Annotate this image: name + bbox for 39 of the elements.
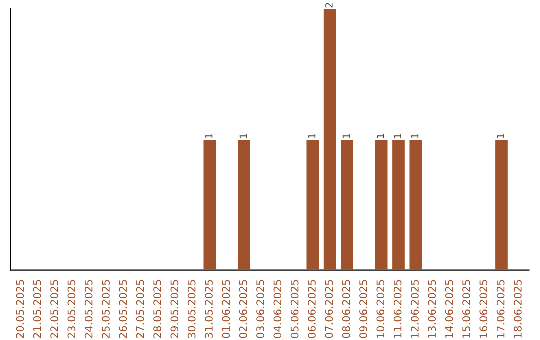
x-tick-label: 23.05.2025 <box>68 280 76 338</box>
x-tick-label: 18.06.2025 <box>514 280 522 338</box>
x-tick-label: 10.06.2025 <box>376 280 385 338</box>
x-tick-label: 12.06.2025 <box>411 280 419 338</box>
data-label: 1 <box>308 134 316 138</box>
x-tick-label: 06.06.2025 <box>308 280 316 338</box>
x-tick-label: 11.06.2025 <box>394 280 402 338</box>
data-label: 1 <box>342 134 350 138</box>
x-tick-label: 15.06.2025 <box>462 280 470 338</box>
x-tick-label: 27.05.2025 <box>136 280 144 338</box>
x-tick-label: 04.06.2025 <box>274 280 282 338</box>
x-tick-label: 17.06.2025 <box>496 280 505 338</box>
data-label: 2 <box>326 3 333 8</box>
x-tick-label: 02.06.2025 <box>239 280 248 338</box>
x-tick-label: 25.05.2025 <box>102 280 110 338</box>
x-tick-label: 07.06.2025 <box>325 280 334 338</box>
x-tick-label: 14.06.2025 <box>445 280 454 338</box>
x-tick-label: 16.06.2025 <box>480 280 488 338</box>
x-tick-label: 13.06.2025 <box>428 280 436 338</box>
data-label: 1 <box>206 134 213 138</box>
x-tick-label: 22.05.2025 <box>50 280 58 338</box>
data-label: 1 <box>377 134 384 138</box>
x-tick-label: 29.05.2025 <box>170 280 179 338</box>
x-tick-label: 08.06.2025 <box>342 280 350 338</box>
x-tick-label: 01.06.2025 <box>222 280 230 338</box>
x-tick-label: 24.05.2025 <box>84 280 93 338</box>
data-label: 1 <box>412 134 419 138</box>
x-tick-label: 21.05.2025 <box>33 280 42 338</box>
x-tick-label: 09.06.2025 <box>360 280 368 338</box>
x-tick-label: 30.05.2025 <box>188 280 196 338</box>
data-label: 1 <box>497 134 504 138</box>
x-tick-label: 03.06.2025 <box>256 280 264 338</box>
x-tick-label: 28.05.2025 <box>154 280 162 338</box>
x-tick-label: 26.05.2025 <box>119 280 128 338</box>
x-tick-label: 05.06.2025 <box>290 280 299 338</box>
x-tick-label: 31.05.2025 <box>205 280 213 338</box>
data-label: 1 <box>394 134 402 138</box>
data-label: 1 <box>240 134 247 138</box>
x-tick-label: 20.05.2025 <box>16 280 24 338</box>
